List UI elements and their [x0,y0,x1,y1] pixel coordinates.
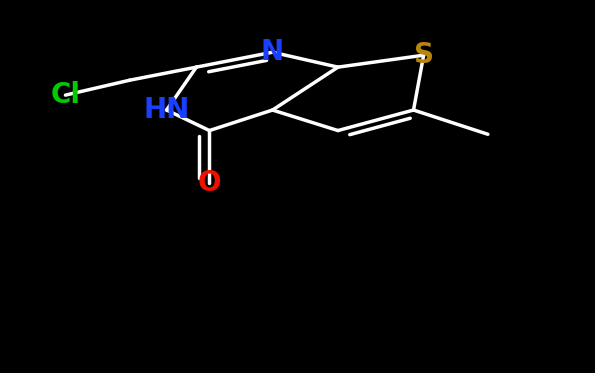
Text: N: N [261,38,284,66]
Text: Cl: Cl [51,81,80,109]
Text: O: O [198,169,221,197]
Text: HN: HN [143,96,190,124]
Text: S: S [414,41,434,69]
